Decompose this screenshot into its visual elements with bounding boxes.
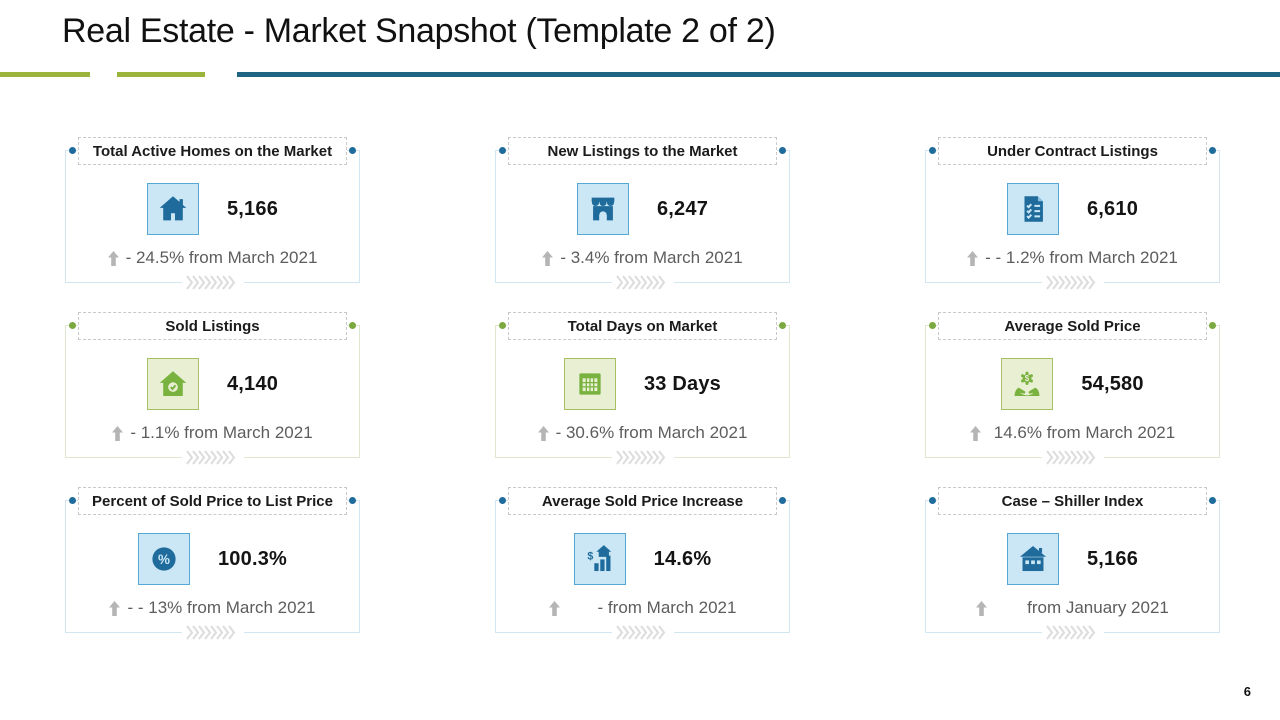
corner-dot (1209, 322, 1216, 329)
corner-dot (499, 322, 506, 329)
house-windows-icon (1006, 533, 1059, 585)
change-text: - 24.5% from March 2021 (125, 248, 318, 267)
up-arrow-icon (112, 425, 124, 441)
up-arrow-icon (976, 600, 988, 616)
metric-card-sold-listings: Sold Listings 4,140 - 1.1% from March 20… (65, 312, 360, 465)
up-arrow-icon (969, 425, 981, 441)
storefront-icon (576, 183, 629, 235)
up-arrow-icon (537, 425, 549, 441)
chevron-decoration (1041, 275, 1104, 290)
corner-dot (929, 322, 936, 329)
header-accent-line-green-1 (0, 72, 90, 77)
corner-dot (1209, 147, 1216, 154)
metric-value: 100.3% (217, 547, 288, 570)
header-accent-line-teal (237, 72, 1280, 77)
card-title: Under Contract Listings (938, 137, 1207, 165)
metric-card-under-contract: Under Contract Listings 6,610 - - 1.2% f… (925, 137, 1220, 290)
chevron-decoration (1041, 450, 1104, 465)
metric-value: 54,580 (1081, 372, 1144, 395)
change-row: - - 1.2% from March 2021 (926, 248, 1219, 268)
metric-value: 4,140 (226, 372, 279, 395)
change-row: - 3.4% from March 2021 (496, 248, 789, 268)
chevron-decoration (181, 625, 244, 640)
corner-dot (349, 497, 356, 504)
card-title: Percent of Sold Price to List Price (78, 487, 347, 515)
card-title: Total Days on Market (508, 312, 777, 340)
corner-dot (929, 497, 936, 504)
chevron-decoration (611, 275, 674, 290)
metric-value: 5,166 (226, 197, 279, 220)
metric-cards-grid: Total Active Homes on the Market 5,166 -… (65, 137, 1220, 640)
percent-circle-icon: % (137, 533, 190, 585)
metric-card-days-on-market: Total Days on Market 33 Days - 30.6% fro… (495, 312, 790, 465)
up-arrow-icon (542, 250, 554, 266)
corner-dot (779, 147, 786, 154)
svg-text:$: $ (587, 551, 593, 563)
metric-value: 6,247 (656, 197, 709, 220)
page-title: Real Estate - Market Snapshot (Template … (62, 12, 776, 50)
contract-checklist-icon (1006, 183, 1059, 235)
metric-value: 6,610 (1086, 197, 1139, 220)
change-text: from January 2021 (1027, 598, 1169, 617)
svg-text:$: $ (1025, 374, 1030, 383)
change-text: - 3.4% from March 2021 (560, 248, 743, 267)
corner-dot (499, 147, 506, 154)
corner-dot (929, 147, 936, 154)
corner-dot (1209, 497, 1216, 504)
metric-card-sold-price-increase: Average Sold Price Increase $ 14.6% - fr… (495, 487, 790, 640)
house-icon (146, 183, 199, 235)
change-row: from January 2021 (926, 598, 1219, 618)
change-row: - 24.5% from March 2021 (66, 248, 359, 268)
metric-card-new-listings: New Listings to the Market 6,247 - 3.4% … (495, 137, 790, 290)
corner-dot (499, 497, 506, 504)
change-text: - - 1.2% from March 2021 (985, 248, 1178, 267)
change-text: 14.6% from March 2021 (993, 423, 1176, 442)
page-number: 6 (1243, 684, 1251, 699)
hands-dollar-icon: $ (1001, 358, 1054, 410)
corner-dot (69, 322, 76, 329)
corner-dot (349, 322, 356, 329)
header-accent-line-green-2 (117, 72, 205, 77)
metric-card-sold-to-list-percent: Percent of Sold Price to List Price % 10… (65, 487, 360, 640)
change-row: - from March 2021 (496, 598, 789, 618)
metric-value: 5,166 (1086, 547, 1139, 570)
corner-dot (69, 497, 76, 504)
corner-dot (779, 497, 786, 504)
change-text: - from March 2021 (597, 598, 737, 617)
dollar-growth-chart-icon: $ (573, 533, 626, 585)
metric-card-total-active-homes: Total Active Homes on the Market 5,166 -… (65, 137, 360, 290)
change-row: - 1.1% from March 2021 (66, 423, 359, 443)
chevron-decoration (181, 275, 244, 290)
svg-text:%: % (158, 552, 170, 567)
corner-dot (69, 147, 76, 154)
chevron-decoration (1041, 625, 1104, 640)
card-title: Sold Listings (78, 312, 347, 340)
card-title: New Listings to the Market (508, 137, 777, 165)
corner-dot (349, 147, 356, 154)
change-text: - - 13% from March 2021 (127, 598, 316, 617)
sold-home-check-icon (146, 358, 199, 410)
change-row: - 30.6% from March 2021 (496, 423, 789, 443)
change-text: - 1.1% from March 2021 (130, 423, 313, 442)
metric-value: 14.6% (653, 547, 712, 570)
card-title: Average Sold Price Increase (508, 487, 777, 515)
chevron-decoration (181, 450, 244, 465)
up-arrow-icon (548, 600, 560, 616)
up-arrow-icon (109, 600, 121, 616)
metric-value: 33 Days (643, 372, 721, 395)
chevron-decoration (611, 625, 674, 640)
metric-card-average-sold-price: Average Sold Price $ 54,580 14.6% from M… (925, 312, 1220, 465)
calendar-grid-icon (563, 358, 616, 410)
up-arrow-icon (967, 250, 979, 266)
card-title: Average Sold Price (938, 312, 1207, 340)
metric-card-case-shiller: Case – Shiller Index 5,166 from January … (925, 487, 1220, 640)
card-title: Case – Shiller Index (938, 487, 1207, 515)
change-text: - 30.6% from March 2021 (555, 423, 748, 442)
corner-dot (779, 322, 786, 329)
card-title: Total Active Homes on the Market (78, 137, 347, 165)
up-arrow-icon (107, 250, 119, 266)
change-row: - - 13% from March 2021 (66, 598, 359, 618)
change-row: 14.6% from March 2021 (926, 423, 1219, 443)
chevron-decoration (611, 450, 674, 465)
